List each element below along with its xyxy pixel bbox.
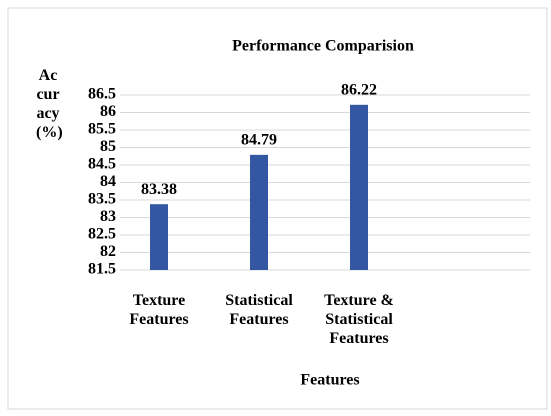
y-tick-label: 82.5 <box>88 226 116 243</box>
y-tick-label: 85 <box>100 138 116 155</box>
y-tick-label: 81.5 <box>88 261 116 278</box>
y-tick-label: 84.5 <box>88 156 116 173</box>
y-tick-label: 83.5 <box>88 191 116 208</box>
chart-border <box>7 7 548 410</box>
x-axis-label: Features <box>300 372 359 389</box>
y-tick-label: 85.5 <box>88 121 116 138</box>
y-tick-label: 84 <box>100 173 116 190</box>
y-tick-label: 83 <box>100 208 116 225</box>
bar <box>350 104 368 270</box>
data-label: 83.38 <box>141 181 177 198</box>
data-label: 86.22 <box>341 81 377 98</box>
x-tick-label: Texture & Statistical Features <box>324 292 394 347</box>
y-tick-label: 86.5 <box>88 86 116 103</box>
x-tick-label: Texture Features <box>129 292 189 328</box>
y-axis-label: Accuracy (%) <box>36 67 63 141</box>
y-tick-label: 82 <box>100 243 116 260</box>
x-tick-label: Statistical Features <box>225 292 293 328</box>
y-tick-label: 86 <box>100 103 116 120</box>
bar <box>250 154 268 270</box>
bar <box>150 204 168 270</box>
data-label: 84.79 <box>241 132 277 149</box>
chart-title: Performance Comparision <box>232 38 414 55</box>
